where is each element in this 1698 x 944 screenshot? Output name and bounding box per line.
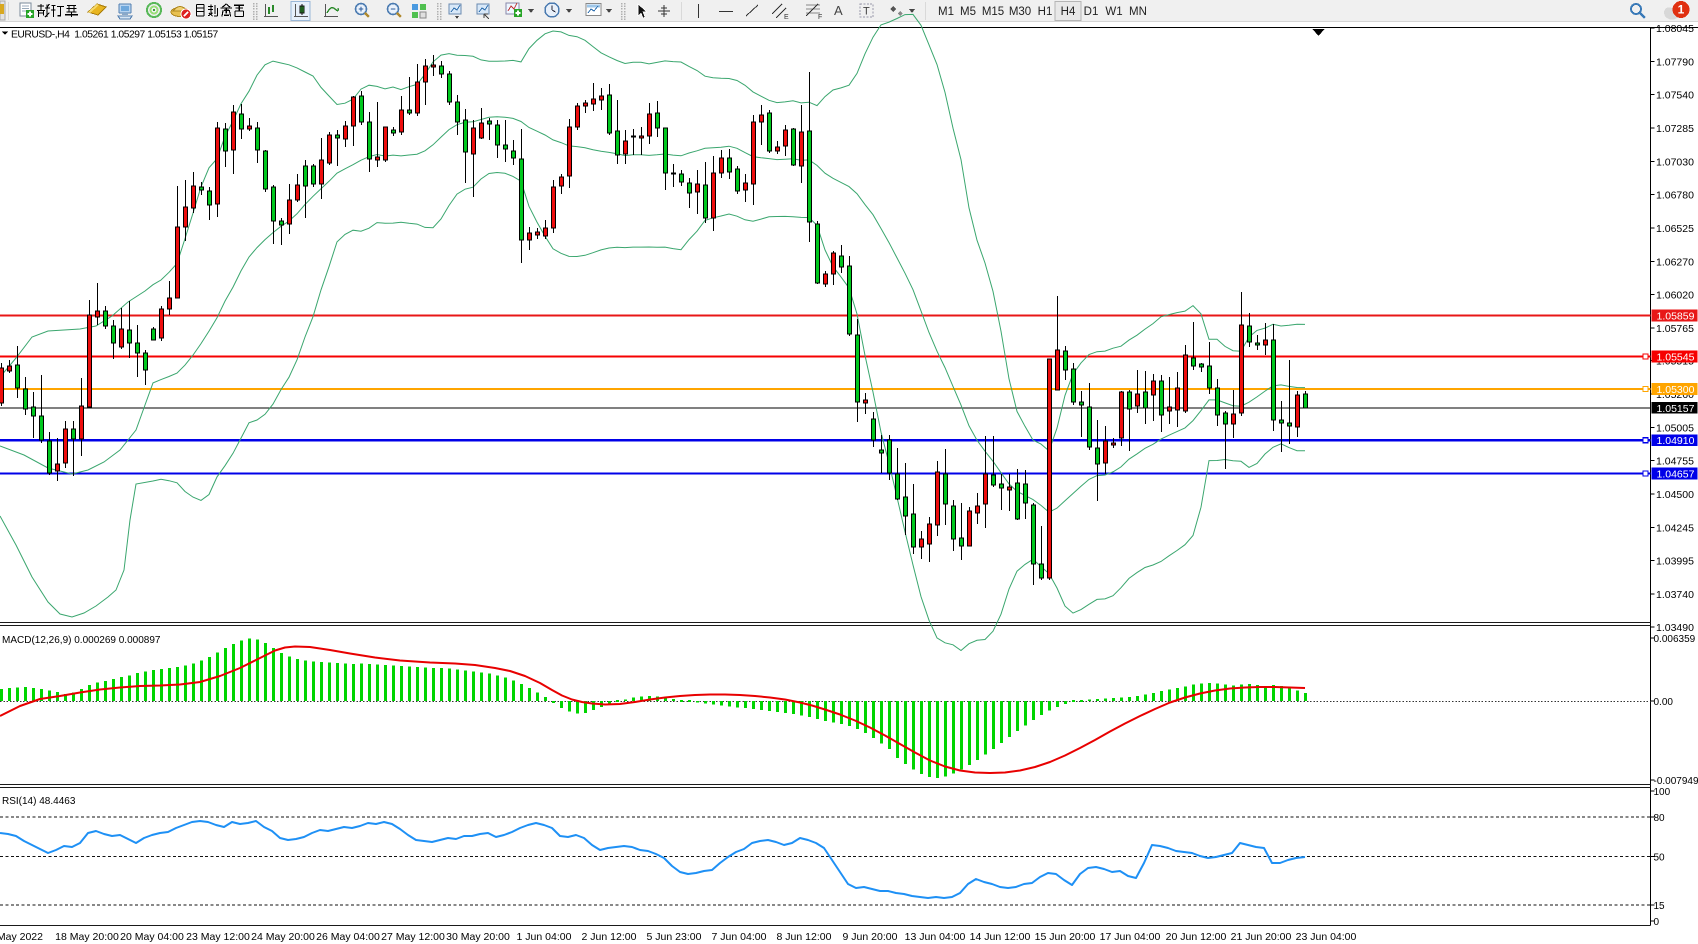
svg-text:18 May 20:00: 18 May 20:00 bbox=[55, 931, 119, 943]
svg-text:20 May 04:00: 20 May 04:00 bbox=[120, 931, 184, 943]
svg-text:20 Jun 12:00: 20 Jun 12:00 bbox=[1166, 931, 1227, 943]
svg-text:0.00: 0.00 bbox=[1654, 697, 1674, 708]
svg-text:7 Jun 04:00: 7 Jun 04:00 bbox=[712, 931, 767, 943]
svg-text:8 Jun 12:00: 8 Jun 12:00 bbox=[777, 931, 832, 943]
svg-text:−: − bbox=[390, 4, 395, 14]
svg-text:13 Jun 04:00: 13 Jun 04:00 bbox=[905, 931, 966, 943]
svg-text:2 Jun 12:00: 2 Jun 12:00 bbox=[582, 931, 637, 943]
svg-text:-0.007949: -0.007949 bbox=[1654, 776, 1698, 787]
svg-text:1 Jun 04:00: 1 Jun 04:00 bbox=[517, 931, 572, 943]
svg-text:1.07285: 1.07285 bbox=[1656, 123, 1694, 135]
svg-text:17 Jun 04:00: 17 Jun 04:00 bbox=[1100, 931, 1161, 943]
svg-text:EURUSD-,H4 1.05261 1.05297 1.: EURUSD-,H4 1.05261 1.05297 1.05153 1.051… bbox=[11, 30, 218, 41]
svg-text:0.006359: 0.006359 bbox=[1654, 634, 1696, 645]
svg-text:15: 15 bbox=[1654, 901, 1666, 912]
svg-text:+: + bbox=[358, 4, 363, 14]
svg-text:50: 50 bbox=[1654, 853, 1666, 864]
svg-text:1.08045: 1.08045 bbox=[1656, 23, 1694, 35]
svg-text:1.06020: 1.06020 bbox=[1656, 289, 1694, 301]
svg-text:15 Jun 20:00: 15 Jun 20:00 bbox=[1035, 931, 1096, 943]
svg-text:21 Jun 20:00: 21 Jun 20:00 bbox=[1231, 931, 1292, 943]
svg-text:1.04657: 1.04657 bbox=[1657, 469, 1695, 481]
svg-text:M15: M15 bbox=[982, 6, 1004, 18]
svg-text:30 May 20:00: 30 May 20:00 bbox=[446, 931, 510, 943]
svg-text:5 Jun 23:00: 5 Jun 23:00 bbox=[647, 931, 702, 943]
svg-text:9 Jun 20:00: 9 Jun 20:00 bbox=[843, 931, 898, 943]
svg-text:1.03490: 1.03490 bbox=[1656, 622, 1694, 634]
svg-text:H1: H1 bbox=[1038, 6, 1053, 18]
svg-text:H4: H4 bbox=[1061, 6, 1076, 18]
svg-text:1: 1 bbox=[1678, 3, 1685, 17]
svg-text:27 May 12:00: 27 May 12:00 bbox=[381, 931, 445, 943]
svg-text:100: 100 bbox=[1654, 787, 1671, 798]
svg-text:14 Jun 12:00: 14 Jun 12:00 bbox=[970, 931, 1031, 943]
svg-text:A: A bbox=[834, 3, 843, 18]
svg-text:1.03995: 1.03995 bbox=[1656, 555, 1694, 567]
svg-text:1.04245: 1.04245 bbox=[1656, 523, 1694, 535]
svg-text:1.07540: 1.07540 bbox=[1656, 90, 1694, 102]
svg-text:1.05005: 1.05005 bbox=[1656, 423, 1694, 435]
svg-text:23 May 12:00: 23 May 12:00 bbox=[186, 931, 250, 943]
svg-text:1.05765: 1.05765 bbox=[1656, 323, 1694, 335]
svg-text:M30: M30 bbox=[1009, 6, 1031, 18]
svg-text:17 May 2022: 17 May 2022 bbox=[0, 931, 43, 943]
svg-text:RSI(14) 48.4463: RSI(14) 48.4463 bbox=[2, 796, 76, 807]
svg-text:0: 0 bbox=[1654, 917, 1660, 928]
svg-text:1.05859: 1.05859 bbox=[1657, 311, 1695, 323]
svg-text:D1: D1 bbox=[1084, 6, 1099, 18]
svg-text:24 May 20:00: 24 May 20:00 bbox=[251, 931, 315, 943]
svg-text:MACD(12,26,9) 0.000269 0.00089: MACD(12,26,9) 0.000269 0.000897 bbox=[2, 635, 161, 646]
svg-text:80: 80 bbox=[1654, 813, 1666, 824]
svg-text:1.05545: 1.05545 bbox=[1657, 352, 1695, 364]
svg-text:M1: M1 bbox=[938, 6, 954, 18]
svg-text:E: E bbox=[784, 14, 789, 21]
svg-text:M5: M5 bbox=[960, 6, 976, 18]
svg-text:1.04910: 1.04910 bbox=[1657, 435, 1695, 447]
svg-text:1.06270: 1.06270 bbox=[1656, 256, 1694, 268]
svg-text:1.04500: 1.04500 bbox=[1656, 489, 1694, 501]
svg-text:1.07030: 1.07030 bbox=[1656, 157, 1694, 169]
svg-text:1.06780: 1.06780 bbox=[1656, 189, 1694, 201]
svg-text:1.05300: 1.05300 bbox=[1657, 384, 1695, 396]
svg-text:MN: MN bbox=[1129, 6, 1147, 18]
svg-text:1.06525: 1.06525 bbox=[1656, 223, 1694, 235]
svg-text:1.04755: 1.04755 bbox=[1656, 456, 1694, 468]
svg-text:1.05157: 1.05157 bbox=[1657, 403, 1695, 415]
svg-text:1.03740: 1.03740 bbox=[1656, 589, 1694, 601]
svg-text:23 Jun 04:00: 23 Jun 04:00 bbox=[1296, 931, 1357, 943]
svg-text:T: T bbox=[863, 6, 870, 18]
svg-text:F: F bbox=[818, 14, 822, 21]
svg-text:W1: W1 bbox=[1105, 6, 1122, 18]
svg-text:26 May 04:00: 26 May 04:00 bbox=[316, 931, 380, 943]
svg-text:1.07790: 1.07790 bbox=[1656, 57, 1694, 69]
